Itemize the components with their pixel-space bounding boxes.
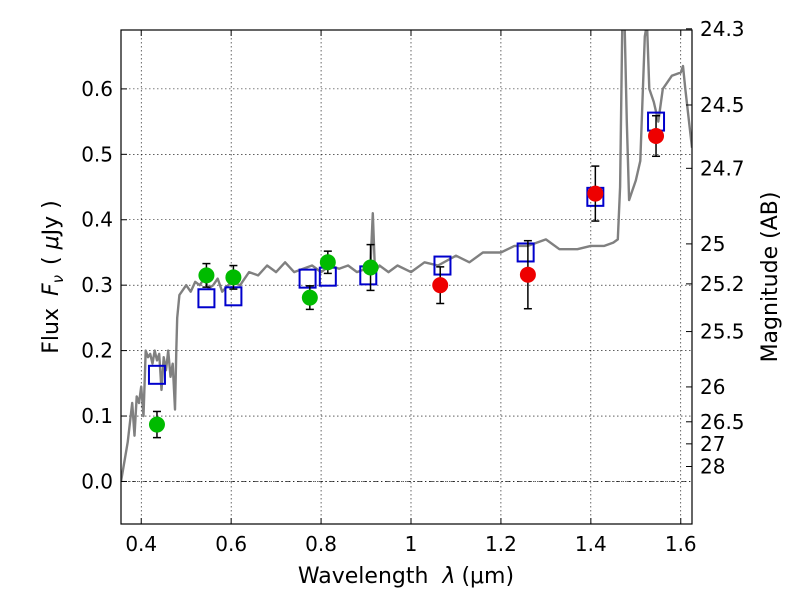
y-tick-label: 0.0	[81, 469, 113, 493]
x-tick-label: 1.6	[665, 532, 697, 556]
mag-tick-label: 24.7	[700, 156, 745, 180]
mag-tick-label: 24.5	[700, 93, 745, 117]
data-point	[648, 127, 665, 144]
x-tick-label: 0.4	[125, 532, 157, 556]
y2-axis-label: Magnitude (AB)	[758, 192, 783, 363]
y-axis-symbol: F	[39, 283, 64, 296]
x-axis-unit: (μm)	[461, 564, 514, 589]
mag-tick-label: 27	[700, 432, 725, 456]
plot-frame	[120, 29, 693, 525]
model-point	[197, 288, 216, 309]
mag-tick-label: 28	[700, 454, 725, 478]
data-point	[362, 259, 379, 276]
data-point	[225, 269, 242, 286]
y-axis-unit-rest: Jy )	[39, 200, 64, 237]
x-axis-label-text: Wavelength	[298, 564, 429, 589]
data-point	[519, 266, 536, 283]
x-axis-symbol: λ	[441, 564, 455, 589]
y-axis-subscript: ν	[49, 275, 67, 283]
data-point	[198, 267, 215, 284]
mag-tick-label: 25.2	[700, 272, 745, 296]
ticks: 0.4 0.6 0.8 1 1.2 1.4 1.6 0.0 0.1 0.2 0.3 0.4 0.5 0.6…	[81, 17, 744, 556]
y-axis-unit-mu: μ	[39, 235, 64, 250]
y-tick-label: 0.1	[81, 404, 113, 428]
data-point	[148, 416, 165, 433]
x-tick-label: 1.2	[485, 532, 517, 556]
x-tick-label: 1	[405, 532, 418, 556]
x-tick-label: 1.4	[575, 532, 607, 556]
model-point	[433, 255, 452, 276]
y-tick-label: 0.2	[81, 339, 113, 363]
x-axis-label: Wavelength λ (μm)	[298, 564, 514, 589]
y-tick-label: 0.5	[81, 142, 113, 166]
y-axis-label: Flux Fν ( μJy )	[39, 200, 67, 353]
y-axis-label-text: Flux	[39, 308, 64, 354]
grid	[121, 30, 692, 524]
y-axis-unit-open: (	[39, 249, 64, 265]
data-point	[432, 277, 449, 294]
data-point	[301, 289, 318, 306]
mag-tick-label: 25	[700, 232, 725, 256]
y-tick-label: 0.4	[81, 208, 113, 232]
data-point	[587, 185, 604, 202]
y-tick-label: 0.3	[81, 273, 113, 297]
x-tick-label: 0.6	[215, 532, 247, 556]
mag-tick-label: 26.5	[700, 410, 745, 434]
model-point	[298, 268, 317, 289]
plot-area	[121, 30, 692, 482]
mag-tick-label: 25.5	[700, 320, 745, 344]
model-point	[516, 242, 535, 263]
y-tick-label: 0.6	[81, 77, 113, 101]
model-point	[147, 364, 166, 385]
data-point	[319, 254, 336, 271]
mag-tick-label: 24.3	[700, 17, 745, 41]
x-tick-label: 0.8	[305, 532, 337, 556]
mag-tick-label: 26	[700, 375, 725, 399]
